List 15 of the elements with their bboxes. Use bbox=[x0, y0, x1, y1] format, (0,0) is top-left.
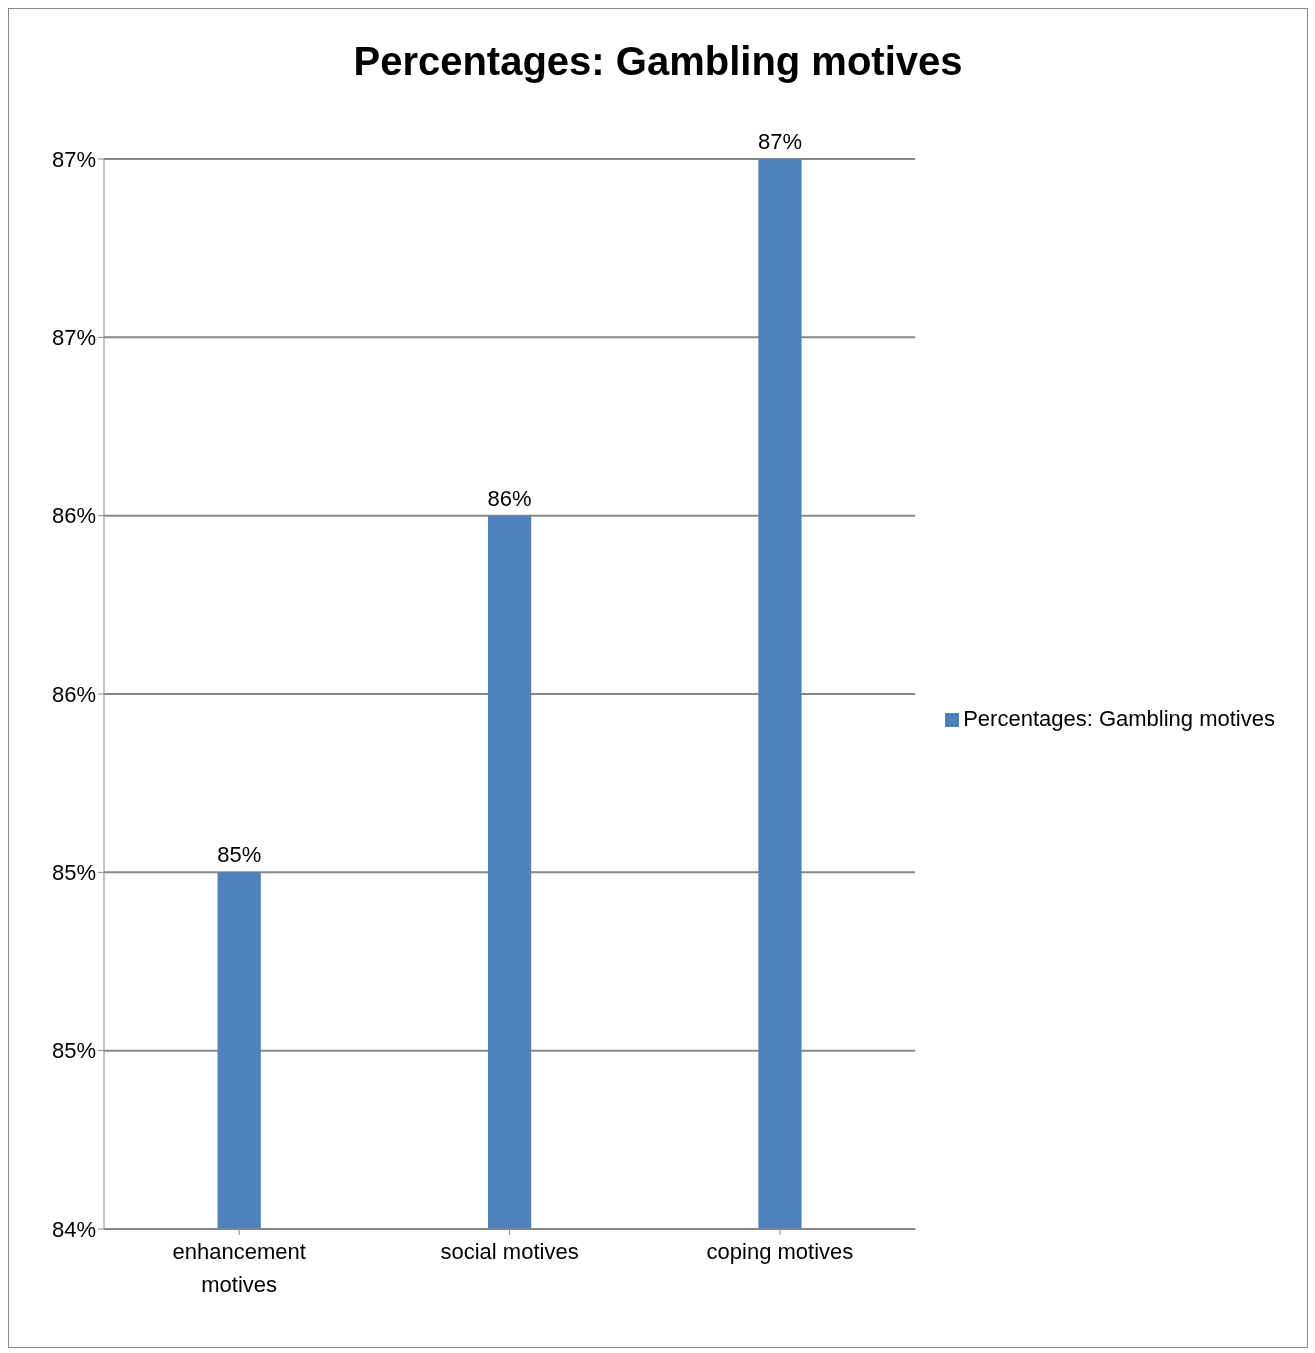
data-label: 87% bbox=[757, 129, 802, 154]
chart-title: Percentages: Gambling motives bbox=[352, 38, 964, 85]
data-label: 85% bbox=[217, 842, 262, 868]
data-label: 86% bbox=[487, 485, 532, 511]
y-tick-label: 87% bbox=[51, 146, 96, 172]
y-tick-label: 87% bbox=[51, 325, 96, 351]
y-tick-label: 85% bbox=[51, 860, 96, 886]
legend-label: Percentages: Gambling motives bbox=[963, 706, 1275, 731]
y-tick-label: 86% bbox=[51, 681, 96, 707]
y-tick-label: 85% bbox=[51, 1038, 96, 1064]
x-tick-label: enhancement motives bbox=[172, 1239, 306, 1297]
y-tick-label: 86% bbox=[51, 503, 96, 529]
y-tick-label: 84% bbox=[51, 1216, 96, 1242]
x-tick-label: social motives bbox=[440, 1239, 579, 1264]
x-tick-label: coping motives bbox=[706, 1239, 854, 1264]
